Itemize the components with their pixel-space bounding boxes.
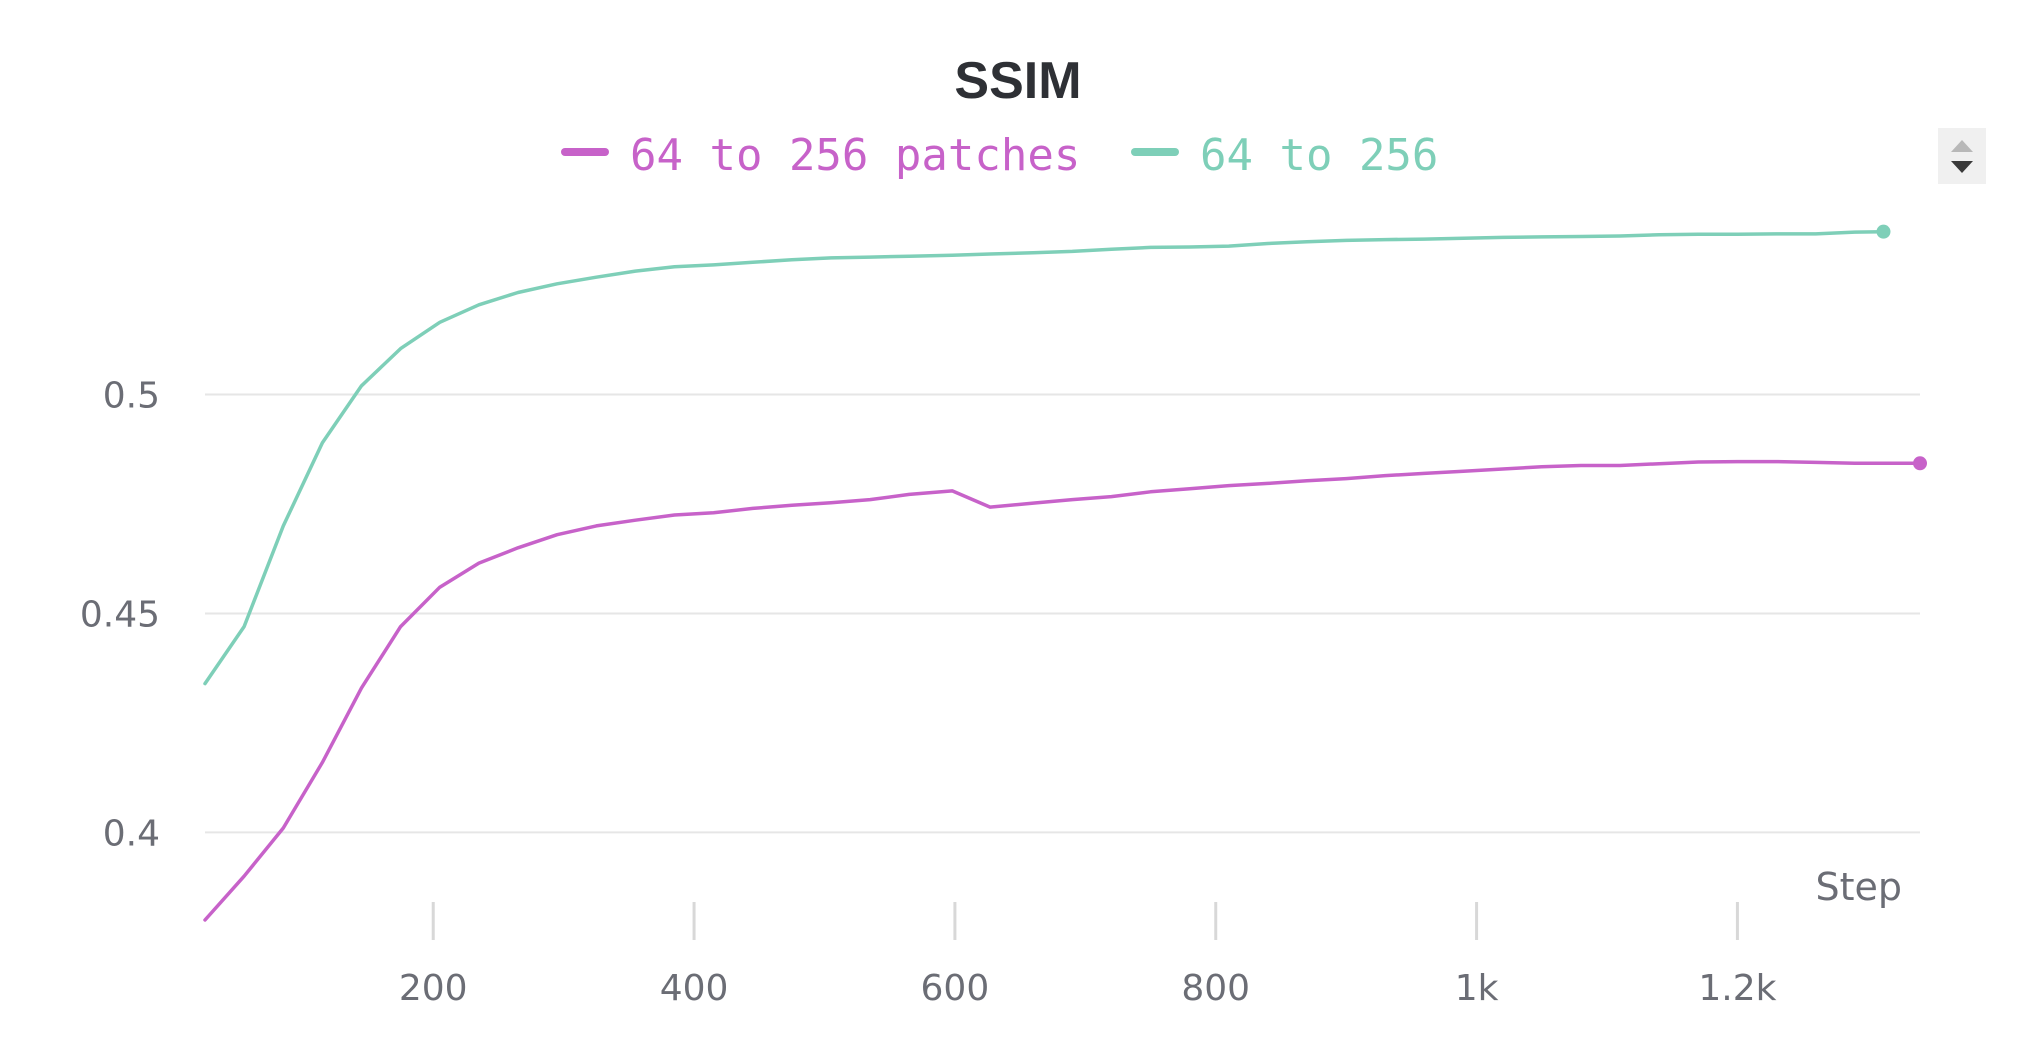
series-end-point (1876, 224, 1891, 239)
scroll-up-icon[interactable] (1951, 140, 1973, 152)
x-tick-label: 800 (1181, 968, 1250, 1009)
x-tick-label: 200 (399, 968, 468, 1009)
gridlines (205, 393, 1920, 834)
series-end-point (1913, 456, 1927, 471)
x-tick-label: 1k (1455, 968, 1499, 1009)
x-tick-label: 600 (921, 968, 990, 1009)
legend: 64 to 256 patches 64 to 256 (561, 130, 1438, 181)
x-tick-label: 400 (660, 968, 729, 1009)
scroll-down-icon[interactable] (1951, 161, 1973, 173)
legend-scroll-background (1938, 128, 1986, 184)
series-line-2 (203, 229, 1886, 686)
series-lines (203, 224, 1927, 922)
legend-label: 64 to 256 (1200, 130, 1438, 181)
y-tick-label: 0.45 (80, 594, 160, 635)
legend-scroll-control[interactable] (1938, 128, 1986, 184)
y-axis-ticks: 0.4 0.45 0.5 (80, 376, 160, 855)
series-line-1 (203, 459, 1922, 922)
y-tick-label: 0.5 (103, 376, 160, 417)
x-axis-label: Step (1815, 865, 1902, 909)
legend-label: 64 to 256 patches (630, 130, 1080, 181)
x-axis-ticks: 200 400 600 800 1k 1.2k (399, 902, 1777, 1009)
x-tick-label: 1.2k (1698, 968, 1776, 1009)
y-tick-label: 0.4 (103, 813, 160, 854)
chart-title: SSIM (954, 52, 1081, 110)
